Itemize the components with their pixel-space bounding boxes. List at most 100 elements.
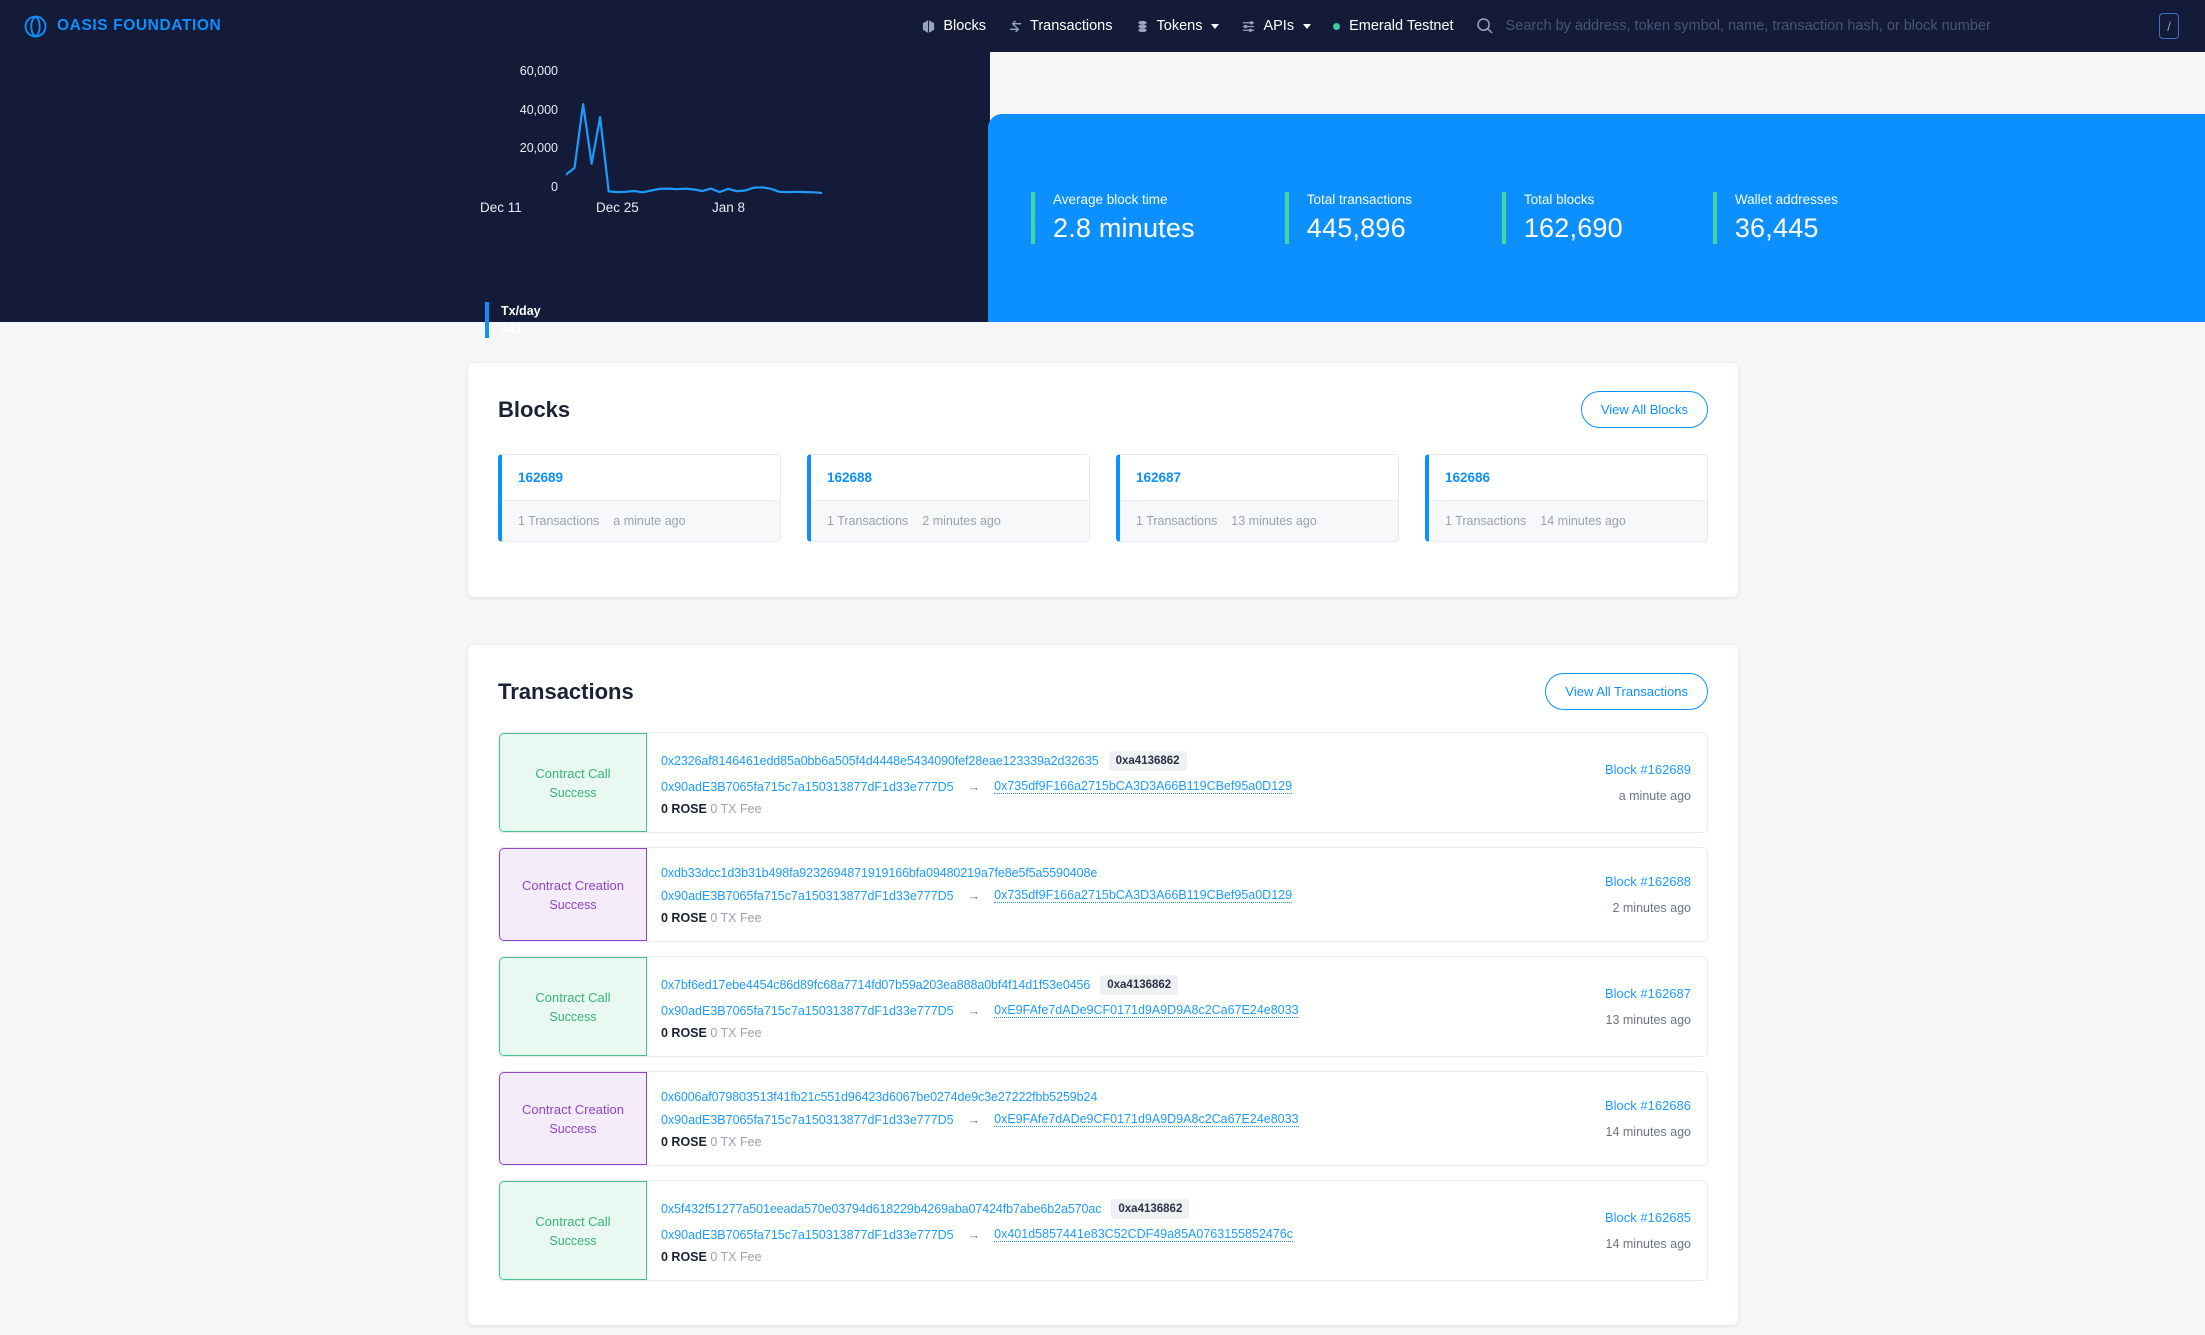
block-number-link[interactable]: 162687 [1136,470,1182,485]
transaction-to-address-link[interactable]: 0x735df9F166a2715bCA3D3A66B119CBef95a0D1… [994,888,1293,903]
transaction-details: 0x2326af8146461edd85a0bb6a505f4d4448e543… [647,733,1527,832]
transaction-from-address-link[interactable]: 0x90adE3B7065fa715c7a150313877dF1d33e777… [661,1112,954,1127]
block-number-link[interactable]: 162689 [518,470,564,485]
block-card[interactable]: 162686 1 Transactions 14 minutes ago [1425,454,1708,542]
stat-value: 445,896 [1306,213,1406,243]
block-card[interactable]: 162687 1 Transactions 13 minutes ago [1116,454,1399,542]
transaction-fee: 0 TX Fee [710,1135,762,1149]
block-number-link[interactable]: 162688 [827,470,873,485]
top-navbar: OASIS FOUNDATION Blocks Transactions Tok… [0,0,2205,52]
transaction-hash-link[interactable]: 0x2326af8146461edd85a0bb6a505f4d4448e543… [661,754,1099,768]
transaction-from-address-link[interactable]: 0x90adE3B7065fa715c7a150313877dF1d33e777… [661,888,954,903]
nav-label: Blocks [943,18,987,34]
transaction-from-address-link[interactable]: 0x90adE3B7065fa715c7a150313877dF1d33e777… [661,1003,954,1018]
transaction-block-link[interactable]: Block #162685 [1604,1210,1691,1225]
block-card-meta: 1 Transactions 13 minutes ago [1120,500,1398,541]
transaction-details: 0xdb33dcc1d3b31b498fa9232694871919166bfa… [647,848,1527,941]
transaction-row[interactable]: Contract Call Success 0x5f432f51277a501eea… [498,1180,1708,1281]
transaction-status-label: Success [549,1121,597,1136]
search-icon[interactable] [1476,17,1494,35]
transaction-fee: 0 TX Fee [710,911,762,925]
transaction-row[interactable]: Contract Creation Success 0xdb33dcc1d3b31b… [498,847,1708,942]
transaction-value-fee: 0 ROSE 0 TX Fee [661,802,1509,816]
transaction-status-label: Success [549,1233,597,1248]
transaction-value-fee: 0 ROSE 0 TX Fee [661,1026,1509,1040]
nav-item-tokens[interactable]: Tokens [1135,18,1220,34]
x-tick: Dec 11 [480,200,522,215]
stat-value: 162,690 [1523,213,1623,243]
block-card-top: 162689 [502,455,780,500]
block-tx-count: 1 Transactions [1445,514,1527,528]
transaction-row[interactable]: Contract Call Success 0x7bf6ed17ebe4454c86… [498,956,1708,1057]
transaction-status-label: Success [549,785,597,800]
block-card[interactable]: 162689 1 Transactions a minute ago [498,454,781,542]
transaction-details: 0x5f432f51277a501eeada570e03794d618229b4… [647,1181,1527,1280]
transaction-addresses-line: 0x90adE3B7065fa715c7a150313877dF1d33e777… [661,1112,1509,1127]
transaction-block-link[interactable]: Block #162689 [1604,762,1691,777]
nav-item-apis[interactable]: APIs [1241,18,1312,34]
block-card[interactable]: 162688 1 Transactions 2 minutes ago [807,454,1090,542]
transactions-title: Transactions [498,678,634,704]
transaction-from-address-link[interactable]: 0x90adE3B7065fa715c7a150313877dF1d33e777… [661,1227,954,1242]
transaction-hash-link[interactable]: 0x5f432f51277a501eeada570e03794d618229b4… [661,1202,1102,1216]
transaction-type-label: Contract Call [535,1213,611,1229]
nav-item-transactions[interactable]: Transactions [1008,18,1113,34]
block-age: 2 minutes ago [922,514,1001,528]
block-number-link[interactable]: 162686 [1445,470,1491,485]
chevron-down-icon [1303,23,1312,29]
transaction-block-link[interactable]: Block #162687 [1604,986,1691,1001]
chart-legend-value: 441 [501,322,522,337]
block-age: 14 minutes ago [1540,514,1626,528]
oasis-logo-icon [24,15,47,38]
block-tx-count: 1 Transactions [827,514,909,528]
transaction-to-address-link[interactable]: 0xE9FAfe7dADe9CF0171d9A9D9A8c2Ca67E24e80… [994,1112,1299,1127]
brand-logo[interactable]: OASIS FOUNDATION [24,15,221,38]
stat-label: Average block time [1053,192,1168,207]
transaction-block-link[interactable]: Block #162688 [1604,874,1691,889]
transaction-type-badge: Contract Call Success [499,733,647,832]
transaction-from-address-link[interactable]: 0x90adE3B7065fa715c7a150313877dF1d33e777… [661,779,954,794]
block-card-top: 162686 [1429,455,1707,500]
transactions-list: Contract Call Success 0x2326af8146461edd85… [468,710,1738,1281]
transaction-to-address-link[interactable]: 0x401d5857441e83C52CDF49a85A076315585247… [994,1227,1294,1242]
x-tick: Dec 25 [596,200,639,215]
network-selector[interactable]: Emerald Testnet [1333,18,1454,34]
brand-label: OASIS FOUNDATION [57,17,222,34]
transaction-value-fee: 0 ROSE 0 TX Fee [661,1250,1509,1264]
transaction-to-address-link[interactable]: 0x735df9F166a2715bCA3D3A66B119CBef95a0D1… [994,779,1293,794]
chart-legend: Tx/day 441 [485,302,541,339]
block-age: 13 minutes ago [1231,514,1317,528]
chart-y-axis-labels: 60,000 40,000 20,000 0 [490,64,558,194]
stat-value: 36,445 [1734,213,1819,243]
transaction-row[interactable]: Contract Creation Success 0x6006af07980351… [498,1071,1708,1166]
hero-chart-panel: 60,000 40,000 20,000 0 Dec 11 Dec 25 Jan… [0,52,990,339]
transaction-hash-line: 0x2326af8146461edd85a0bb6a505f4d4448e543… [661,751,1509,771]
y-tick: 0 [551,179,558,194]
chevron-down-icon [1211,23,1220,29]
view-all-blocks-button[interactable]: View All Blocks [1580,391,1708,428]
transaction-hash-link[interactable]: 0x7bf6ed17ebe4454c86d89fc68a7714fd07b59a… [661,978,1091,992]
transaction-hash-link[interactable]: 0xdb33dcc1d3b31b498fa9232694871919166bfa… [661,866,1098,880]
transaction-hash-link[interactable]: 0x6006af079803513f41fb21c551d96423d6067b… [661,1090,1098,1104]
network-status-dot-icon [1333,22,1341,30]
transaction-row[interactable]: Contract Call Success 0x2326af8146461edd85… [498,732,1708,833]
block-tx-count: 1 Transactions [1136,514,1218,528]
arrow-right-icon: → [967,888,981,903]
transaction-amount: 0 ROSE [661,1026,707,1040]
transaction-block-link[interactable]: Block #162686 [1604,1098,1691,1113]
transaction-details: 0x7bf6ed17ebe4454c86d89fc68a7714fd07b59a… [647,957,1527,1056]
stat-total-transactions: Total transactions 445,896 [1284,192,1412,244]
transaction-method-badge: 0xa4136862 [1108,751,1187,771]
transaction-to-address-link[interactable]: 0xE9FAfe7dADe9CF0171d9A9D9A8c2Ca67E24e80… [994,1003,1299,1018]
block-card-meta: 1 Transactions 2 minutes ago [811,500,1089,541]
view-all-transactions-button[interactable]: View All Transactions [1545,673,1708,710]
transaction-age: 13 minutes ago [1605,1013,1691,1027]
transaction-fee: 0 TX Fee [710,1026,762,1040]
search-input[interactable] [1505,9,2187,43]
transaction-type-badge: Contract Call Success [499,1181,647,1280]
blocks-title: Blocks [498,396,571,422]
transaction-age: 14 minutes ago [1605,1237,1691,1251]
nav-item-blocks[interactable]: Blocks [921,18,986,34]
transaction-age: 14 minutes ago [1605,1125,1691,1139]
hero-section: 60,000 40,000 20,000 0 Dec 11 Dec 25 Jan… [0,52,2205,339]
